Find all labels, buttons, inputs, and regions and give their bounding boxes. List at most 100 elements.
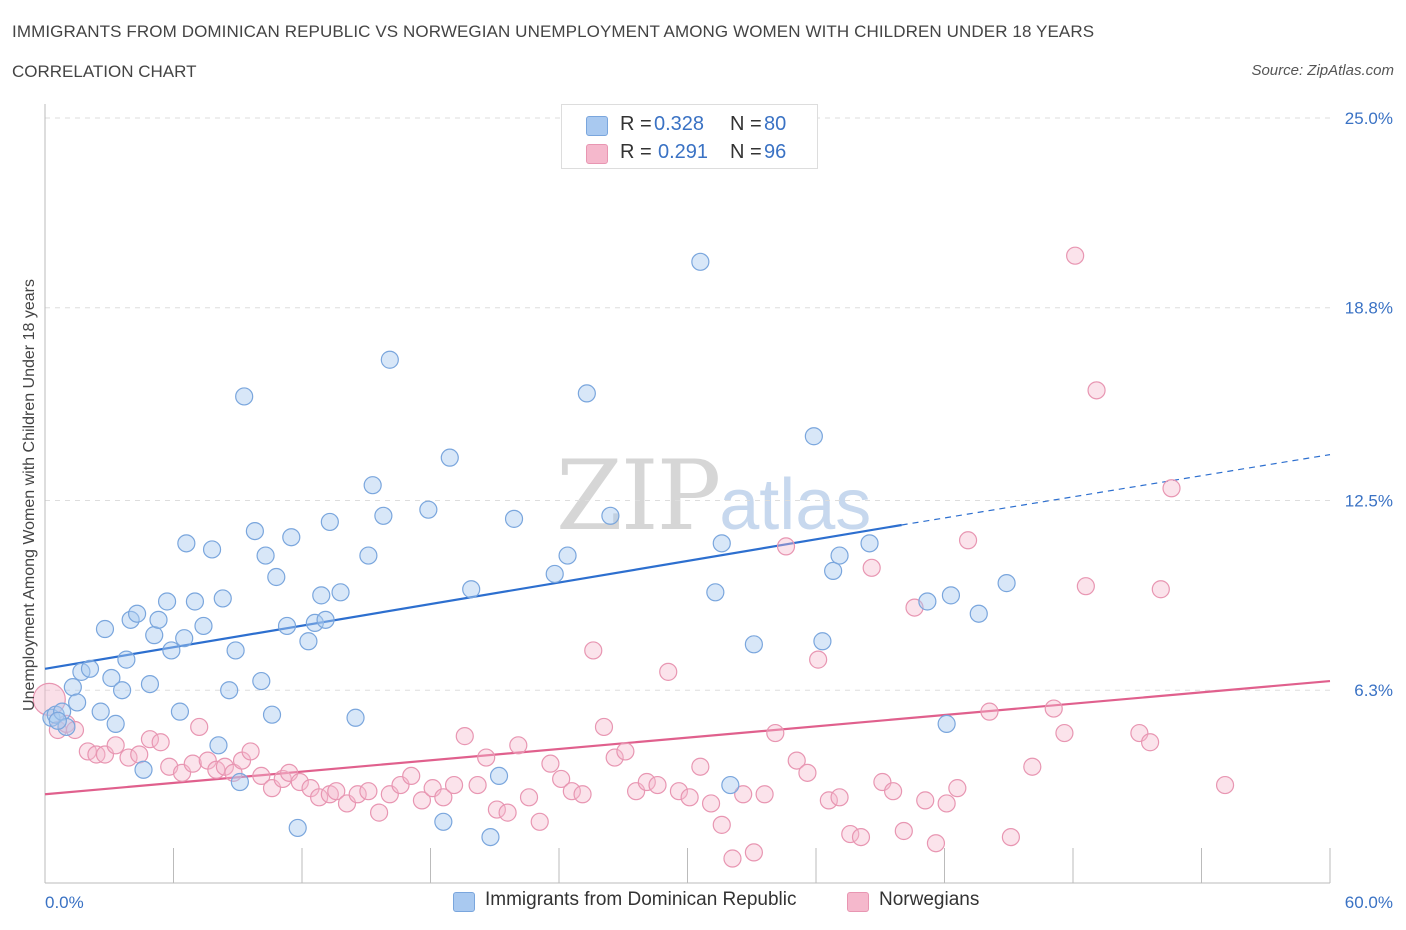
norwegians-point xyxy=(637,772,656,792)
norwegians-point xyxy=(883,782,903,801)
norwegians-point xyxy=(32,682,66,717)
chart-title: IMMIGRANTS FROM DOMINICAN REPUBLIC VS NO… xyxy=(12,22,1095,41)
trend-line-norwegians xyxy=(44,679,1331,796)
norwegians-point xyxy=(106,736,125,755)
dominican-point xyxy=(969,604,988,623)
norwegians-point xyxy=(669,782,689,801)
dominican-point xyxy=(112,681,132,700)
norwegians-point xyxy=(573,785,592,804)
dominican-point xyxy=(91,702,110,721)
norwegians-point xyxy=(348,785,367,804)
norwegians-point xyxy=(680,788,699,807)
dominican-point xyxy=(140,674,160,694)
norwegians-point xyxy=(468,775,487,795)
norwegians-point xyxy=(948,779,967,798)
legend-swatch-blue xyxy=(453,892,475,912)
dominican-point xyxy=(220,681,239,700)
r-value: 0.328 xyxy=(654,113,705,135)
dominican-point xyxy=(48,711,67,730)
norwegians-point xyxy=(444,775,464,795)
dominican-point xyxy=(577,384,596,403)
norwegians-point xyxy=(734,785,753,804)
norwegians-point xyxy=(1044,699,1063,718)
source-credit: Source: ZipAtlas.com xyxy=(1251,62,1394,79)
dominican-point xyxy=(489,766,509,786)
dominican-point xyxy=(545,564,564,584)
trend-line-dominican-extension xyxy=(901,454,1331,526)
norwegians-point xyxy=(1001,827,1020,847)
norwegians-point xyxy=(712,815,731,834)
dominican-point xyxy=(175,629,194,648)
grid-lines xyxy=(45,117,1330,691)
norwegians-point xyxy=(862,558,881,577)
dominican-point xyxy=(63,678,82,697)
norwegians-point xyxy=(370,803,389,822)
norwegians-point xyxy=(252,766,271,786)
norwegians-point xyxy=(498,803,517,822)
norwegians-point xyxy=(552,769,571,789)
norwegians-points xyxy=(32,246,1235,868)
norwegians-point xyxy=(477,748,496,767)
norwegians-point xyxy=(659,662,678,681)
dominican-point xyxy=(440,448,459,467)
dominican-point xyxy=(277,616,297,636)
dominican-point xyxy=(95,619,115,639)
dominican-point xyxy=(134,760,153,779)
dominican-point xyxy=(860,534,879,553)
dominican-point xyxy=(804,427,823,446)
n-label: N = xyxy=(730,141,762,163)
dominican-point xyxy=(256,546,275,565)
norwegians-point xyxy=(183,754,202,773)
dominican-point xyxy=(288,818,307,838)
legend-swatch-pink xyxy=(586,144,608,164)
norwegians-point xyxy=(327,782,346,801)
legend-label-norwegians: Norwegians xyxy=(879,889,980,910)
dominican-point xyxy=(102,668,121,688)
y-tick-label: 18.8% xyxy=(1345,299,1393,318)
dominican-point xyxy=(830,546,849,565)
norwegians-point xyxy=(701,794,721,813)
dominican-point xyxy=(185,592,205,611)
norwegians-point xyxy=(1066,246,1085,265)
dominican-point xyxy=(419,500,438,519)
norwegians-point xyxy=(648,775,667,795)
dominican-point xyxy=(316,610,335,629)
dominican-point xyxy=(230,772,249,792)
r-value: 0.291 xyxy=(658,141,709,163)
norwegians-point xyxy=(755,785,774,804)
dominican-point xyxy=(558,546,577,565)
norwegians-point xyxy=(509,736,528,755)
dominican-point xyxy=(346,708,365,727)
norwegians-point xyxy=(130,745,149,764)
dominican-point xyxy=(462,580,481,599)
norwegians-point xyxy=(1087,381,1106,400)
dominican-point xyxy=(106,714,125,733)
dominican-point xyxy=(235,387,254,406)
norwegians-point xyxy=(1055,723,1074,743)
dominican-point xyxy=(177,534,196,553)
norwegians-point xyxy=(140,730,160,749)
dominican-point xyxy=(997,574,1016,593)
norwegians-point xyxy=(916,791,935,810)
dominican-point xyxy=(320,512,339,532)
norwegians-point xyxy=(1151,580,1170,599)
norwegians-point xyxy=(1140,733,1160,752)
dominican-point xyxy=(145,626,164,645)
norwegians-point xyxy=(691,757,710,776)
x-tick-label: 60.0% xyxy=(1345,893,1393,912)
dominican-point xyxy=(721,775,740,795)
dominican-point xyxy=(481,827,500,847)
norwegians-point xyxy=(830,788,849,807)
dominican-point xyxy=(162,641,181,660)
trend-lines xyxy=(44,454,1331,796)
x-tick-label: 0.0% xyxy=(45,893,84,912)
norwegians-point xyxy=(151,733,170,752)
legend-swatch-pink xyxy=(847,892,869,912)
norwegians-point xyxy=(1076,577,1095,596)
dominican-point xyxy=(363,476,382,495)
norwegians-point xyxy=(851,827,871,847)
dominican-point xyxy=(262,705,282,724)
legend-label-dominican: Immigrants from Dominican Republic xyxy=(485,889,797,910)
y-tick-label: 6.3% xyxy=(1354,681,1393,700)
